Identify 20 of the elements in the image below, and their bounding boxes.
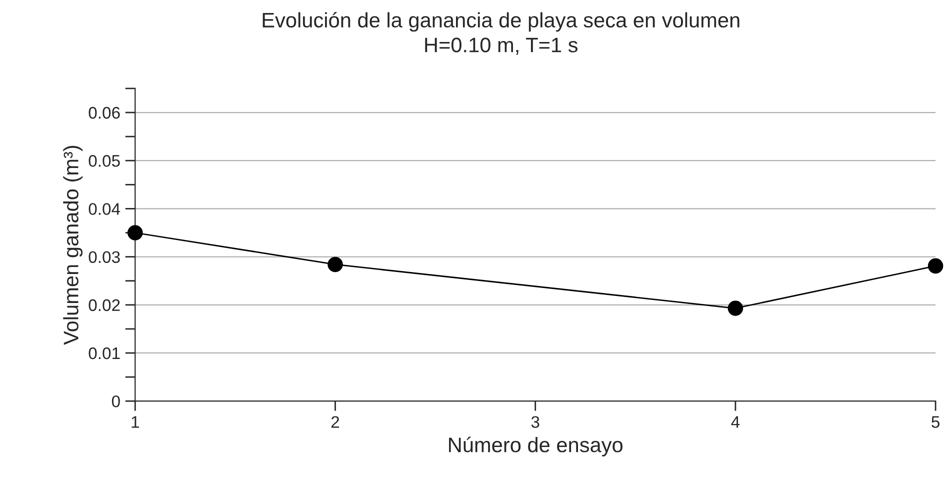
x-tick-label: 3	[531, 416, 540, 428]
y-axis-title: Volumen ganado (m³)	[63, 146, 83, 345]
point	[328, 256, 343, 272]
y-tick-label: 0.04	[88, 203, 120, 215]
x-tick-label: 1	[132, 416, 139, 428]
chart-title: Evolución de la ganancia de playa seca en volumen	[262, 12, 740, 32]
point	[928, 258, 944, 274]
y-tick-label: 0.05	[88, 155, 120, 167]
y-tick-label: 0.02	[88, 299, 120, 312]
point	[728, 300, 744, 316]
x-tick-label: 5	[932, 416, 940, 428]
y-tick-label: 0.01	[88, 347, 120, 360]
y-tick-label: 0	[112, 395, 120, 408]
chart-subtitle: H=0.10 m, T=1 s	[425, 38, 578, 55]
point	[127, 225, 143, 240]
x-tick-label: 2	[331, 416, 340, 428]
y-tick-label: 0.06	[88, 106, 120, 119]
x-tick-label: 4	[731, 416, 740, 428]
x-axis-title: Número de ensayo	[449, 436, 622, 456]
y-tick-label: 0.03	[88, 251, 120, 263]
